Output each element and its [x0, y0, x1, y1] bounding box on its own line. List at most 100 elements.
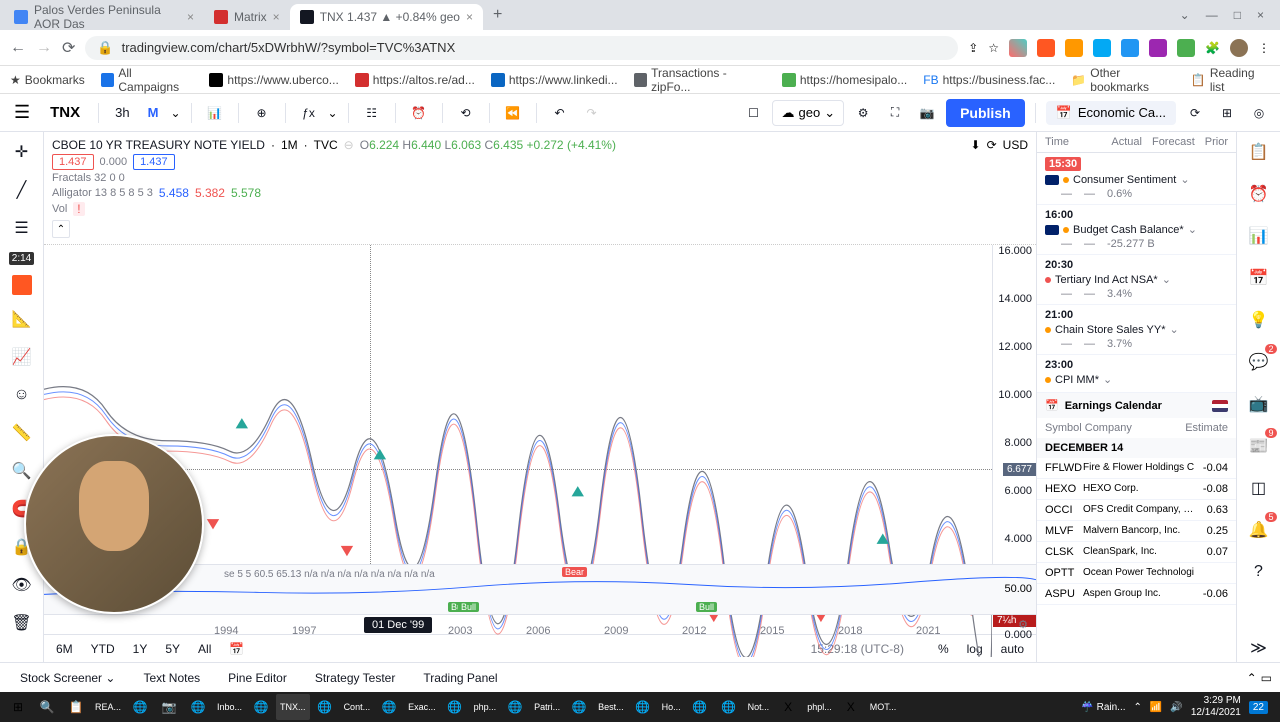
- event-row[interactable]: 21:00Chain Store Sales YY* ⌄——3.7%: [1037, 305, 1236, 355]
- chevron-down-icon[interactable]: ⌄: [1180, 8, 1190, 22]
- close-icon[interactable]: ×: [466, 10, 473, 24]
- bookmark-item[interactable]: https://altos.re/ad...: [355, 73, 475, 87]
- chart-title[interactable]: CBOE 10 YR TREASURY NOTE YIELD: [52, 138, 265, 152]
- ideas-icon[interactable]: 💡: [1245, 306, 1273, 334]
- share-icon[interactable]: ⇪: [968, 41, 978, 55]
- lower-indicator-pane[interactable]: se 5 5 60.5 65.13 n/a n/a n/a n/a n/a n/…: [44, 564, 1036, 614]
- fullscreen-icon[interactable]: ⛶: [882, 100, 908, 126]
- bookmark-item[interactable]: ★Bookmarks: [10, 73, 85, 87]
- forward-button[interactable]: →: [36, 39, 52, 57]
- event-row[interactable]: 15:30Consumer Sentiment ⌄——0.6%: [1037, 153, 1236, 205]
- hotlist-icon[interactable]: 📊: [1245, 222, 1273, 250]
- symbol-search[interactable]: TNX: [42, 104, 88, 121]
- extension-icon[interactable]: [1065, 39, 1083, 57]
- economic-calendar-button[interactable]: 📅Economic Ca...: [1046, 101, 1176, 125]
- time-axis[interactable]: 199419972003200620092012201520182021 01 …: [44, 614, 1036, 634]
- minimize-icon[interactable]: —: [1206, 8, 1218, 22]
- gear-icon[interactable]: ⚙: [1018, 618, 1028, 631]
- trend-line-icon[interactable]: ╱: [8, 176, 36, 204]
- reading-list[interactable]: 📋Reading list: [1191, 66, 1270, 94]
- chart-area[interactable]: 16.00014.00012.00010.0008.0006.0004.0002…: [44, 244, 1036, 564]
- chevron-down-icon[interactable]: ⌄: [170, 106, 180, 120]
- star-icon[interactable]: ☆: [988, 41, 999, 55]
- help-icon[interactable]: ?: [1245, 558, 1273, 586]
- undo-icon[interactable]: ↶: [547, 100, 573, 126]
- chevron-down-icon[interactable]: ⌄: [328, 106, 338, 120]
- calendar-icon[interactable]: 📅: [1245, 264, 1273, 292]
- redo-icon[interactable]: ↷: [579, 100, 605, 126]
- bookmark-item[interactable]: Transactions - zipFo...: [634, 66, 766, 94]
- ruler-icon[interactable]: 📏: [8, 419, 36, 447]
- earnings-row[interactable]: OPTTOcean Power Technologi: [1037, 563, 1236, 584]
- trash-icon[interactable]: 🗑: [8, 609, 36, 637]
- menu-icon[interactable]: ☰: [8, 102, 36, 123]
- reload-button[interactable]: ⟳: [62, 38, 75, 58]
- bookmark-item[interactable]: All Campaigns: [101, 66, 194, 94]
- close-icon[interactable]: ×: [273, 10, 280, 24]
- taskbar-item[interactable]: 🌐: [565, 694, 593, 720]
- earnings-row[interactable]: ASPUAspen Group Inc.-0.06: [1037, 584, 1236, 605]
- taskbar-item[interactable]: Cont...: [340, 694, 375, 720]
- fib-icon[interactable]: ☰: [8, 214, 36, 242]
- avatar-icon[interactable]: [1230, 39, 1248, 57]
- alert-icon[interactable]: ⏰: [406, 100, 432, 126]
- zoom-icon[interactable]: 🔍: [8, 457, 36, 485]
- templates-icon[interactable]: ☷: [359, 100, 385, 126]
- taskbar-item[interactable]: 🌐: [247, 694, 275, 720]
- tray-chevron-icon[interactable]: ⌃: [1134, 702, 1142, 713]
- clock[interactable]: 3:29 PM 12/14/2021: [1191, 695, 1241, 719]
- extensions-icon[interactable]: 🧩: [1205, 41, 1220, 55]
- panel-icon[interactable]: ▭: [1261, 671, 1272, 685]
- taskbar-item[interactable]: 📷: [155, 694, 183, 720]
- network-icon[interactable]: 📶: [1150, 702, 1162, 713]
- layout-icon[interactable]: ⊞: [1214, 100, 1240, 126]
- interval-button[interactable]: M: [142, 103, 165, 122]
- taskbar-item[interactable]: 📋: [62, 694, 90, 720]
- event-row[interactable]: 23:00CPI MM* ⌄: [1037, 355, 1236, 393]
- tab-pine-editor[interactable]: Pine Editor: [216, 667, 299, 689]
- taskbar-item[interactable]: 🌐: [184, 694, 212, 720]
- bookmark-item[interactable]: https://homesipalo...: [782, 73, 907, 87]
- pattern-icon[interactable]: 📐: [8, 305, 36, 333]
- extension-icon[interactable]: [1177, 39, 1195, 57]
- tab-strategy-tester[interactable]: Strategy Tester: [303, 667, 407, 689]
- taskbar-item[interactable]: 🌐: [126, 694, 154, 720]
- publish-button[interactable]: Publish: [946, 99, 1025, 127]
- object-tree-icon[interactable]: ◎: [1246, 100, 1272, 126]
- indicator-label[interactable]: Vol: [52, 203, 67, 215]
- close-icon[interactable]: ×: [187, 10, 194, 24]
- extension-icon[interactable]: [1037, 39, 1055, 57]
- alerts-icon[interactable]: ⏰: [1245, 180, 1273, 208]
- price-axis[interactable]: 16.00014.00012.00010.0008.0006.0004.0002…: [992, 245, 1036, 564]
- watchlist-icon[interactable]: 📋: [1245, 138, 1273, 166]
- taskbar-item[interactable]: ⊞: [4, 694, 32, 720]
- maximize-icon[interactable]: □: [1234, 8, 1241, 22]
- record-badge[interactable]: [12, 275, 32, 295]
- notification-count[interactable]: 22: [1249, 701, 1268, 714]
- auto-button[interactable]: auto: [997, 640, 1028, 658]
- taskbar-item[interactable]: Patri...: [530, 694, 564, 720]
- browser-tab[interactable]: Matrix×: [204, 4, 290, 30]
- taskbar-item[interactable]: 🌐: [501, 694, 529, 720]
- earnings-row[interactable]: HEXOHEXO Corp.-0.08: [1037, 479, 1236, 500]
- taskbar-item[interactable]: X: [837, 694, 865, 720]
- notifications-icon[interactable]: 📰: [1245, 432, 1273, 460]
- taskbar-item[interactable]: REA...: [91, 694, 125, 720]
- browser-tab[interactable]: Palos Verdes Peninsula AOR Das×: [4, 4, 204, 30]
- refresh-icon[interactable]: ⟳: [1182, 100, 1208, 126]
- taskbar-item[interactable]: Inbo...: [213, 694, 246, 720]
- taskbar-item[interactable]: phpl...: [803, 694, 836, 720]
- back-button[interactable]: ←: [10, 39, 26, 57]
- bookmark-item[interactable]: https://www.uberco...: [209, 73, 338, 87]
- tab-trading-panel[interactable]: Trading Panel: [411, 667, 509, 689]
- camera-icon[interactable]: 📷: [914, 100, 940, 126]
- earnings-row[interactable]: FFLWDFire & Flower Holdings C-0.04: [1037, 458, 1236, 479]
- taskbar-item[interactable]: 🌐: [715, 694, 743, 720]
- compare-icon[interactable]: ⊕: [249, 100, 275, 126]
- other-bookmarks[interactable]: 📁Other bookmarks: [1071, 66, 1179, 94]
- bookmark-item[interactable]: https://www.linkedi...: [491, 73, 618, 87]
- taskbar-item[interactable]: 🌐: [629, 694, 657, 720]
- event-row[interactable]: 16:00Budget Cash Balance* ⌄——-25.277 B: [1037, 205, 1236, 255]
- taskbar-item[interactable]: Exac...: [404, 694, 440, 720]
- weather-widget[interactable]: ☔ Rain...: [1081, 702, 1125, 713]
